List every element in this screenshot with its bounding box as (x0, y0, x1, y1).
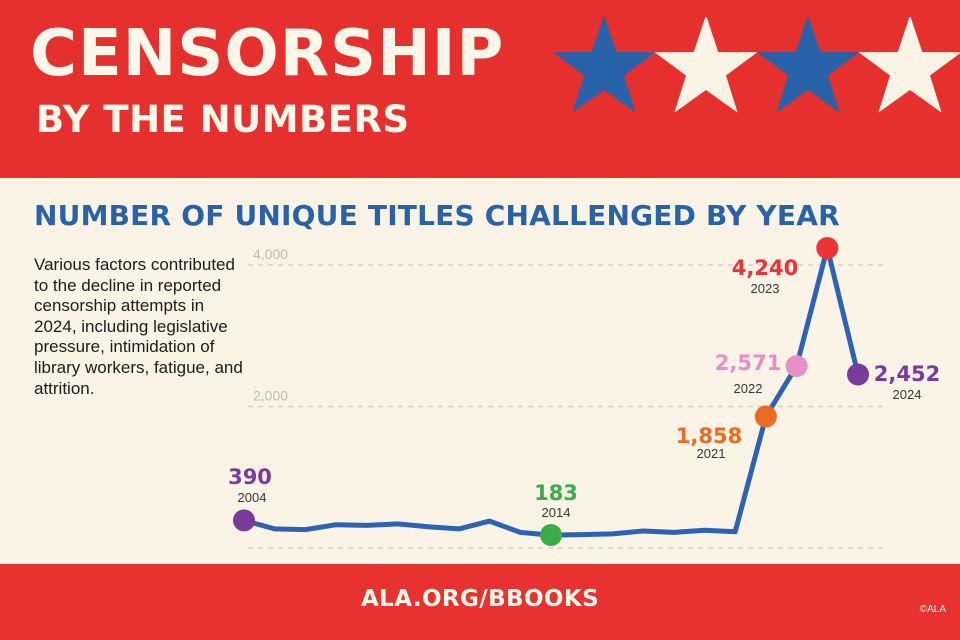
data-point-2022 (785, 355, 808, 378)
year-label-2021: 2021 (697, 446, 726, 461)
data-point-2023 (816, 237, 839, 260)
subheadline: BY THE NUMBERS (36, 98, 410, 141)
star-icon-1 (552, 17, 656, 113)
value-label-2014: 183 (534, 481, 578, 505)
year-label-2024: 2024 (893, 387, 922, 402)
y-tick-label: 4,000 (253, 246, 288, 262)
data-point-2004 (233, 509, 255, 532)
value-label-2021: 1,858 (676, 424, 742, 448)
data-point-2021 (754, 405, 777, 428)
year-label-2014: 2014 (542, 505, 571, 520)
year-label-2022: 2022 (734, 381, 763, 396)
value-label-2023: 4,240 (732, 256, 798, 280)
headline: CENSORSHIP (30, 17, 505, 91)
side-note: Various factors contributed to the decli… (34, 255, 243, 398)
star-icon-3 (756, 17, 860, 113)
stars-decoration (552, 17, 960, 113)
value-label-2022: 2,571 (715, 351, 781, 375)
chart-title: NUMBER OF UNIQUE TITLES CHALLENGED BY YE… (34, 199, 840, 232)
y-tick-label: 2,000 (253, 388, 288, 404)
value-label-2024: 2,452 (874, 362, 940, 386)
footer-link[interactable]: ALA.ORG/BBOOKS (360, 586, 600, 612)
year-label-2004: 2004 (238, 490, 267, 505)
star-icon-4 (858, 17, 960, 113)
data-point-2014 (540, 524, 562, 547)
year-label-2023: 2023 (751, 281, 780, 296)
copyright: ©ALA (919, 604, 946, 615)
star-icon-2 (654, 17, 758, 113)
value-label-2004: 390 (228, 465, 272, 489)
data-point-2024 (847, 363, 869, 386)
